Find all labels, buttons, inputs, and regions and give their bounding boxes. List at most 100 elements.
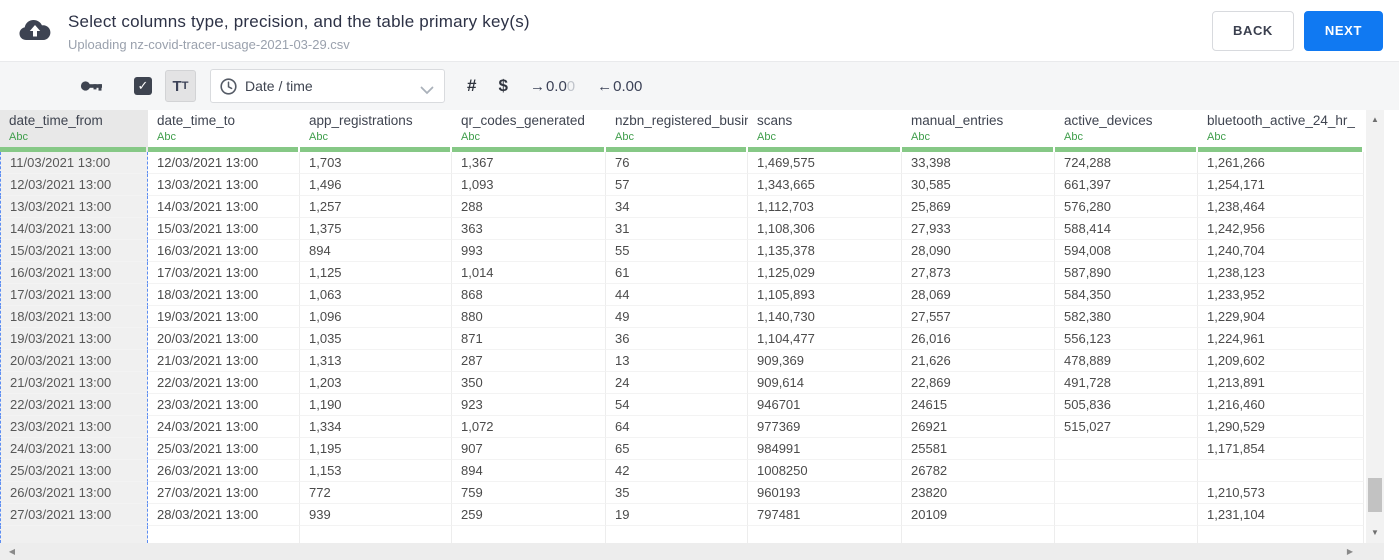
- table-cell: [300, 526, 452, 543]
- column-underline: [148, 147, 298, 152]
- column-header-app_registrations[interactable]: app_registrations Abc: [300, 110, 452, 152]
- column-name: active_devices: [1064, 113, 1153, 128]
- table-cell: 16/03/2021 13:00: [148, 240, 300, 262]
- table-cell: 515,027: [1055, 416, 1198, 438]
- table-cell: 28/03/2021 13:00: [148, 504, 300, 526]
- column-header-active_devices[interactable]: active_devices Abc: [1055, 110, 1198, 152]
- table-cell: 21/03/2021 13:00: [148, 350, 300, 372]
- table-cell: [1055, 482, 1198, 504]
- table-cell: 1,238,464: [1198, 196, 1364, 218]
- table-cell: 797481: [748, 504, 902, 526]
- table-cell: 880: [452, 306, 606, 328]
- column-name: bluetooth_active_24_hr_: [1207, 113, 1355, 128]
- table-cell: 984991: [748, 438, 902, 460]
- column-type-label: Abc: [757, 131, 776, 143]
- table-cell: 363: [452, 218, 606, 240]
- horizontal-scrollbar[interactable]: ◀ ▶: [0, 543, 1384, 560]
- table-cell: 1,035: [300, 328, 452, 350]
- table-cell: 594,008: [1055, 240, 1198, 262]
- table-cell: 26/03/2021 13:00: [0, 482, 148, 504]
- include-column-checkbox[interactable]: ✓: [134, 77, 152, 95]
- table-cell: 42: [606, 460, 748, 482]
- precision-left-value: 0.00: [613, 77, 643, 95]
- column-type-label: Abc: [9, 131, 28, 143]
- numeric-type-button[interactable]: #: [467, 76, 477, 95]
- scroll-down-icon[interactable]: ▼: [1371, 528, 1379, 537]
- column-underline: [606, 147, 746, 152]
- table-cell: 24/03/2021 13:00: [148, 416, 300, 438]
- table-cell: 587,890: [1055, 262, 1198, 284]
- table-cell: 909,369: [748, 350, 902, 372]
- table-cell: 24: [606, 372, 748, 394]
- table-cell: 57: [606, 174, 748, 196]
- column-name: app_registrations: [309, 113, 413, 128]
- column-type-label: Abc: [911, 131, 930, 143]
- table-row: 13/03/2021 13:00 14/03/2021 13:00 1,257 288…: [0, 196, 1364, 218]
- table-cell: 14/03/2021 13:00: [148, 196, 300, 218]
- table-cell: 909,614: [748, 372, 902, 394]
- wizard-titles: Select columns type, precision, and the …: [68, 10, 1212, 52]
- table-cell: 1,254,171: [1198, 174, 1364, 196]
- column-type-dropdown[interactable]: Date / time: [210, 69, 445, 103]
- table-cell: 1,135,378: [748, 240, 902, 262]
- table-cell: 505,836: [1055, 394, 1198, 416]
- column-header-manual_entries[interactable]: manual_entries Abc: [902, 110, 1055, 152]
- decrease-precision-button[interactable]: ←0.00: [597, 78, 642, 95]
- column-header-date_time_to[interactable]: date_time_to Abc: [148, 110, 300, 152]
- table-cell: [1055, 460, 1198, 482]
- table-row: 11/03/2021 13:00 12/03/2021 13:00 1,703 1,3…: [0, 152, 1364, 174]
- column-header-nzbn_registered_busine[interactable]: nzbn_registered_busine Abc: [606, 110, 748, 152]
- scroll-up-icon[interactable]: ▲: [1371, 115, 1379, 124]
- table-cell: 1,093: [452, 174, 606, 196]
- table-cell: 960193: [748, 482, 902, 504]
- scroll-right-icon[interactable]: ▶: [1346, 547, 1354, 556]
- column-underline: [1198, 147, 1362, 152]
- right-arrow-icon: →: [529, 77, 545, 95]
- scroll-left-icon[interactable]: ◀: [8, 547, 16, 556]
- chevron-down-icon: [420, 82, 434, 94]
- table-cell: 55: [606, 240, 748, 262]
- table-cell: 34: [606, 196, 748, 218]
- vertical-scrollbar[interactable]: ▲ ▼: [1366, 110, 1384, 543]
- increase-precision-button[interactable]: →0.00: [530, 78, 575, 95]
- column-type-label: Abc: [309, 131, 328, 143]
- table-cell: 1,153: [300, 460, 452, 482]
- table-cell: 22/03/2021 13:00: [0, 394, 148, 416]
- column-header-scans[interactable]: scans Abc: [748, 110, 902, 152]
- next-button[interactable]: NEXT: [1303, 10, 1383, 51]
- table-row: 23/03/2021 13:00 24/03/2021 13:00 1,334 1,0…: [0, 416, 1364, 438]
- primary-key-icon[interactable]: [80, 78, 106, 94]
- table-cell: 661,397: [1055, 174, 1198, 196]
- table-cell: 1,112,703: [748, 196, 902, 218]
- table-cell: 1008250: [748, 460, 902, 482]
- table-cell: 27/03/2021 13:00: [148, 482, 300, 504]
- table-cell: [1055, 438, 1198, 460]
- table-cell: 16/03/2021 13:00: [0, 262, 148, 284]
- column-header-bluetooth_active_24_hr_[interactable]: bluetooth_active_24_hr_ Abc: [1198, 110, 1364, 152]
- vertical-scrollbar-thumb[interactable]: [1368, 478, 1382, 512]
- table-cell: 27,933: [902, 218, 1055, 240]
- table-cell: 13/03/2021 13:00: [148, 174, 300, 196]
- table-cell: 23820: [902, 482, 1055, 504]
- table-cell: 19/03/2021 13:00: [0, 328, 148, 350]
- precision-right-faded: 0: [566, 77, 576, 95]
- table-cell: 49: [606, 306, 748, 328]
- table-cell: 1,240,704: [1198, 240, 1364, 262]
- column-header-qr_codes_generated[interactable]: qr_codes_generated Abc: [452, 110, 606, 152]
- table-cell: 491,728: [1055, 372, 1198, 394]
- table-cell: 1,210,573: [1198, 482, 1364, 504]
- column-header-date_time_from[interactable]: date_time_from Abc: [0, 110, 148, 152]
- table-cell: 1,224,961: [1198, 328, 1364, 350]
- table-row: 24/03/2021 13:00 25/03/2021 13:00 1,195 907…: [0, 438, 1364, 460]
- table-cell: 23/03/2021 13:00: [148, 394, 300, 416]
- currency-type-button[interactable]: $: [498, 76, 508, 95]
- back-button[interactable]: BACK: [1211, 10, 1294, 51]
- table-row: [0, 526, 1364, 548]
- column-type-label: Abc: [615, 131, 634, 143]
- table-cell: 15/03/2021 13:00: [148, 218, 300, 240]
- table-cell: 1,096: [300, 306, 452, 328]
- table-cell: 923: [452, 394, 606, 416]
- table-cell: 576,280: [1055, 196, 1198, 218]
- table-row: 27/03/2021 13:00 28/03/2021 13:00 939 259 19…: [0, 504, 1364, 526]
